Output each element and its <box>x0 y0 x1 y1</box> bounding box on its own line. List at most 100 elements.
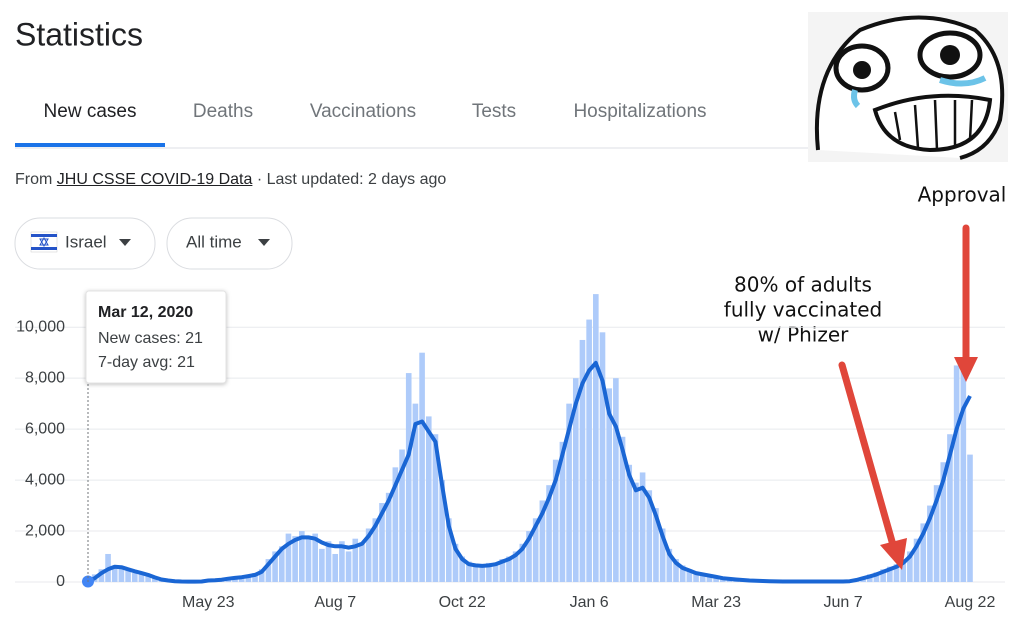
teeth <box>893 99 974 151</box>
bar <box>439 480 445 582</box>
bar <box>933 485 940 582</box>
bar <box>546 485 552 582</box>
bar <box>940 462 947 582</box>
active-tab-indicator <box>15 143 165 147</box>
page-title: Statistics <box>15 16 143 52</box>
bar <box>125 570 131 582</box>
bar <box>412 403 419 582</box>
arrow-head <box>954 357 978 382</box>
bar <box>947 434 953 582</box>
bar <box>486 562 492 582</box>
source-suffix: · Last updated: 2 days ago <box>256 171 447 188</box>
bar <box>499 559 506 582</box>
source-line: From JHU CSSE COVID-19 Data · Last updat… <box>15 171 446 189</box>
bar <box>953 365 960 582</box>
bar <box>666 548 673 582</box>
bar <box>659 528 666 582</box>
bar <box>900 559 906 582</box>
bar <box>312 533 318 582</box>
bar <box>639 472 646 582</box>
annotation: fully vaccinated <box>724 298 882 322</box>
filter-pill[interactable] <box>14 217 156 270</box>
filter-label[interactable]: Israel <box>65 232 107 251</box>
tab[interactable]: New cases <box>44 101 137 122</box>
line <box>87 360 972 584</box>
bar <box>131 573 138 582</box>
bar <box>305 538 312 582</box>
x-tick-label: Jan 6 <box>570 594 609 611</box>
bar <box>138 574 145 582</box>
y-tick-label: 2,000 <box>25 522 65 539</box>
bar <box>352 538 359 582</box>
tooltip-line: New cases: 21 <box>98 330 203 347</box>
arrow-head <box>880 538 907 570</box>
source-link[interactable]: JHU CSSE COVID-19 Data <box>56 171 253 188</box>
chart: 0 2,000 4,000 6,000 8,000 10,000 May 23 Aug 7 Oc… <box>15 294 1005 611</box>
annotation: 80% of adults <box>734 273 872 297</box>
bar <box>619 436 626 582</box>
bar <box>559 441 566 582</box>
tab[interactable]: Deaths <box>193 101 253 122</box>
bar <box>332 553 339 582</box>
bar <box>539 500 546 582</box>
bar <box>399 449 405 582</box>
x-tick-label: May 23 <box>182 594 235 611</box>
source-prefix: From <box>15 171 53 188</box>
y-tick-label: 0 <box>56 573 65 590</box>
bar <box>432 434 439 582</box>
bar <box>392 467 399 582</box>
tab[interactable]: Tests <box>472 101 516 122</box>
bar <box>452 543 459 582</box>
tooltip-title: Mar 12, 2020 <box>98 304 193 321</box>
bar <box>325 541 332 582</box>
bar <box>339 541 345 582</box>
arrow-shaft <box>838 361 897 549</box>
tear <box>851 89 861 109</box>
arrows <box>838 224 978 570</box>
y-tick-label: 4,000 <box>25 471 65 488</box>
bar <box>586 319 592 582</box>
bar <box>258 569 265 582</box>
bar <box>532 518 539 582</box>
bar <box>506 556 512 582</box>
tab[interactable]: Vaccinations <box>310 101 416 122</box>
bar <box>893 564 900 582</box>
bar <box>646 490 653 582</box>
bar <box>887 566 893 582</box>
tear <box>939 75 987 87</box>
bar <box>359 543 365 582</box>
bar <box>372 518 379 582</box>
bar <box>913 538 920 582</box>
dropdown-arrow <box>119 239 131 246</box>
mouth <box>872 93 993 153</box>
bar <box>960 357 967 582</box>
time-filter[interactable]: All time <box>166 217 293 270</box>
bar <box>967 454 973 582</box>
bar <box>706 574 713 582</box>
bar <box>599 332 606 582</box>
flag-star <box>39 236 49 248</box>
filter-pill[interactable] <box>166 217 293 270</box>
bar <box>626 464 633 582</box>
tab[interactable]: Hospitalizations <box>573 101 706 122</box>
dropdown-arrow <box>258 239 270 246</box>
bar <box>252 573 258 582</box>
country-filter[interactable]: Israel <box>14 217 156 270</box>
x-tick-label: Aug 7 <box>314 594 356 611</box>
bar <box>118 567 125 582</box>
bar <box>907 551 913 582</box>
bar <box>405 373 412 582</box>
filter-label[interactable]: All time <box>186 232 242 251</box>
x-tick-label: Mar 23 <box>691 594 741 611</box>
y-tick-label: 8,000 <box>25 369 65 386</box>
bar <box>379 503 385 582</box>
bar <box>927 505 933 582</box>
bar <box>920 523 927 582</box>
bar <box>278 546 285 582</box>
bar <box>693 571 699 582</box>
x-tick-label: Oct 22 <box>439 594 486 611</box>
pupil <box>853 61 871 79</box>
bar <box>519 543 526 582</box>
annotation: Approval <box>918 183 1007 207</box>
